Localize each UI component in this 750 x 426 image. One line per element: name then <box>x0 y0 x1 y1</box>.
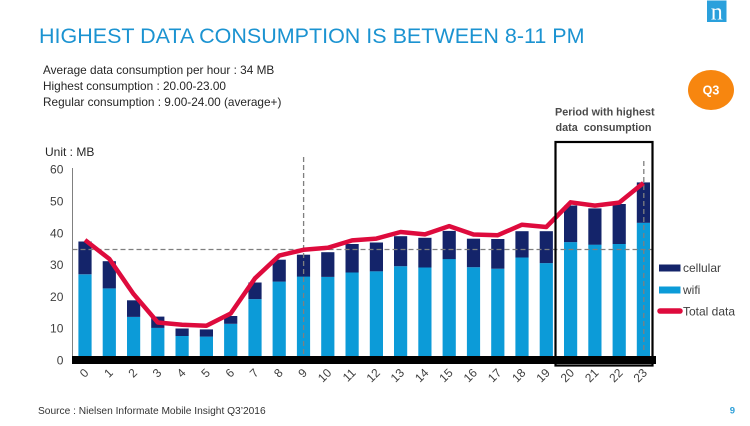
svg-text:16: 16 <box>461 365 481 385</box>
svg-text:10: 10 <box>50 322 64 336</box>
svg-text:wifi: wifi <box>682 283 700 297</box>
svg-text:4: 4 <box>174 366 189 381</box>
svg-text:data consumption: data consumption <box>556 122 652 134</box>
svg-text:HIGHEST DATA CONSUMPTION IS BE: HIGHEST DATA CONSUMPTION IS BETWEEN 8-11… <box>39 24 585 48</box>
svg-text:10: 10 <box>315 365 335 385</box>
svg-text:60: 60 <box>50 163 64 177</box>
svg-text:13: 13 <box>388 365 408 385</box>
svg-text:6: 6 <box>223 366 238 381</box>
svg-text:0: 0 <box>77 366 92 381</box>
svg-text:Highest consumption : 20.00-23: Highest consumption : 20.00-23.00 <box>43 79 226 93</box>
svg-text:17: 17 <box>485 365 505 385</box>
svg-text:Period with highest: Period with highest <box>555 107 655 119</box>
svg-text:20: 20 <box>558 365 578 385</box>
svg-text:3: 3 <box>150 366 165 381</box>
svg-text:Regular consumption : 9.00-24.: Regular consumption : 9.00-24.00 (averag… <box>43 95 281 109</box>
svg-text:9: 9 <box>730 406 735 417</box>
svg-text:12: 12 <box>364 365 384 385</box>
svg-text:Total data: Total data <box>683 305 735 319</box>
svg-text:18: 18 <box>509 365 529 385</box>
svg-text:30: 30 <box>50 258 64 272</box>
svg-text:11: 11 <box>340 365 359 384</box>
svg-text:9: 9 <box>295 366 310 381</box>
svg-text:21: 21 <box>582 365 602 385</box>
svg-text:23: 23 <box>631 365 651 385</box>
svg-text:n: n <box>711 0 723 26</box>
svg-text:7: 7 <box>247 366 262 381</box>
svg-text:cellular: cellular <box>683 261 721 275</box>
svg-text:20: 20 <box>50 290 64 304</box>
svg-text:Source : Nielsen Informate Mo: Source : Nielsen Informate Mobile Insigh… <box>38 406 266 417</box>
svg-text:Q3: Q3 <box>703 84 720 98</box>
svg-text:0: 0 <box>57 353 64 367</box>
svg-text:Average data consumption per h: Average data consumption per hour : 34 M… <box>43 63 274 77</box>
svg-text:8: 8 <box>271 366 286 381</box>
svg-text:15: 15 <box>436 365 456 385</box>
svg-text:14: 14 <box>412 365 432 385</box>
svg-text:40: 40 <box>50 226 64 240</box>
svg-text:2: 2 <box>125 366 140 381</box>
svg-text:19: 19 <box>533 365 553 385</box>
svg-text:5: 5 <box>198 366 213 381</box>
svg-text:22: 22 <box>606 365 626 385</box>
svg-text:Unit : MB: Unit : MB <box>45 145 94 159</box>
svg-text:50: 50 <box>50 195 64 209</box>
svg-text:1: 1 <box>101 366 116 381</box>
